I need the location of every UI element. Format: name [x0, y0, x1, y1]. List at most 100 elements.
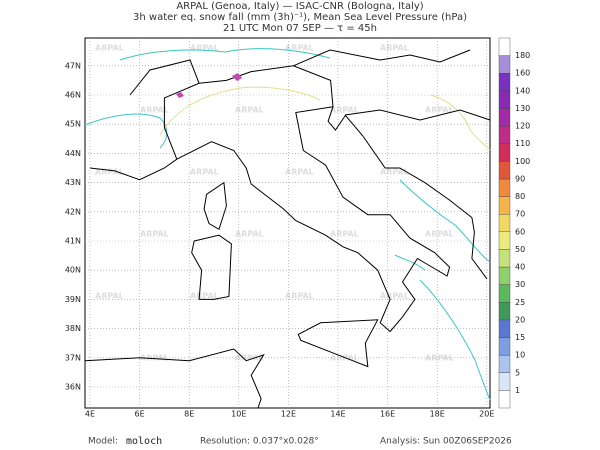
- title: ARPAL (Genoa, Italy) — ISAC-CNR (Bologna…: [176, 1, 423, 12]
- border-alps: [129, 49, 491, 160]
- watermark: ARPAL: [330, 230, 359, 239]
- colorbar-swatch: [498, 125, 511, 144]
- lat-label: 41N: [65, 237, 81, 246]
- graticule: 4E 6E 8E 10E 12E 14E 16E 18E 20E 36N 37N 38N 39N 40N 4…: [65, 38, 494, 419]
- colorbar-label: 40: [515, 263, 525, 272]
- isobar: [159, 86, 321, 136]
- watermark: ARPAL: [285, 292, 314, 301]
- colorbar-swatch: [498, 161, 511, 180]
- colorbar-swatch: [498, 231, 511, 250]
- lat-label: 42N: [65, 207, 81, 216]
- coastline-sicily: [297, 319, 379, 368]
- colorbar-label: 5: [515, 368, 520, 377]
- colorbar-label: 25: [515, 298, 525, 307]
- watermark: ARPAL: [190, 44, 219, 53]
- lat-label: 45N: [65, 120, 81, 129]
- footer-resolution: Resolution: 0.037°x0.028°: [200, 437, 319, 447]
- lon-label: 20E: [479, 410, 494, 419]
- colorbar-swatch: [498, 213, 511, 233]
- isobar: [419, 279, 491, 401]
- colorbar-label: 10: [515, 351, 525, 360]
- colorbar-label: 130: [515, 104, 530, 113]
- watermark: ARPAL: [380, 44, 409, 53]
- colorbar-label: 140: [515, 86, 530, 95]
- watermark: ARPAL: [140, 230, 169, 239]
- colorbar-label: 1: [515, 386, 520, 395]
- watermark: ARPAL: [285, 168, 314, 177]
- watermark: ARPAL: [380, 168, 409, 177]
- watermark: ARPAL: [380, 292, 409, 301]
- watermark: ARPAL: [235, 354, 264, 363]
- lon-label: 10E: [231, 410, 246, 419]
- watermark: ARPAL: [235, 230, 264, 239]
- colorbar-swatch: [498, 266, 511, 285]
- lat-label: 47N: [65, 61, 81, 70]
- lat-label: 40N: [65, 266, 81, 275]
- watermark: ARPAL: [330, 354, 359, 363]
- colorbar-label: 100: [515, 157, 530, 166]
- coastline-africa: [84, 348, 265, 409]
- colorbar-swatch: [498, 284, 511, 303]
- colorbar-swatch: [498, 196, 511, 215]
- watermark: ARPAL: [425, 106, 454, 115]
- colorbar-label: 60: [515, 227, 525, 236]
- colorbar-label: 80: [515, 192, 525, 201]
- coastline-france: [89, 158, 178, 181]
- watermarks: ARPAL ARPAL ARPAL ARPAL ARPAL ARPAL ARPAL ARPAL…: [95, 44, 454, 363]
- watermark: ARPAL: [285, 44, 314, 53]
- lon-label: 4E: [85, 410, 95, 419]
- lat-label: 37N: [65, 353, 81, 362]
- watermark: ARPAL: [235, 106, 264, 115]
- lon-label: 18E: [430, 410, 445, 419]
- lat-label: 39N: [65, 295, 81, 304]
- lat-label: 46N: [65, 91, 81, 100]
- lat-label: 38N: [65, 324, 81, 333]
- colorbar-swatch: [498, 372, 511, 391]
- colorbar-swatch: [498, 55, 511, 74]
- lon-label: 12E: [281, 410, 296, 419]
- lon-label: 8E: [184, 410, 194, 419]
- footer-model-label: Model:: [88, 437, 118, 447]
- colorbar-swatch: [498, 37, 511, 56]
- colorbar-swatch: [498, 319, 511, 338]
- lat-label: 43N: [65, 178, 81, 187]
- colorbar-swatch: [498, 302, 511, 321]
- footer-analysis: Analysis: Sun 00Z06SEP2026: [380, 437, 512, 447]
- colorbar-swatch: [498, 73, 511, 92]
- colorbar-label: 50: [515, 245, 525, 254]
- watermark: ARPAL: [425, 230, 454, 239]
- colorbar-label: 180: [515, 51, 530, 60]
- lat-label: 36N: [65, 383, 81, 392]
- colorbar-swatch: [498, 178, 511, 197]
- footer-model: moloch: [126, 436, 162, 447]
- coastline-balkans: [327, 106, 488, 280]
- watermark: ARPAL: [190, 168, 219, 177]
- isobar: [394, 254, 426, 271]
- subtitle: 3h water eq. snow fall (mm (3h)⁻¹), Mean…: [133, 12, 467, 23]
- colorbar-swatch: [498, 108, 511, 127]
- isobar: [399, 179, 491, 263]
- isobar: [84, 113, 168, 149]
- lon-label: 14E: [330, 410, 345, 419]
- lat-label: 44N: [65, 149, 81, 158]
- coastline-italy: [176, 106, 451, 333]
- colorbar-swatch: [498, 337, 511, 356]
- colorbar-label: 20: [515, 315, 525, 324]
- valid-time: 21 UTC Mon 07 SEP — τ = 45h: [223, 23, 377, 34]
- isobar: [119, 48, 331, 61]
- colorbar-swatch: [498, 143, 511, 162]
- watermark: ARPAL: [330, 106, 359, 115]
- coastline-sardinia: [191, 234, 232, 300]
- colorbar-label: 70: [515, 210, 525, 219]
- colorbar-swatch: [498, 249, 511, 268]
- map: ARPAL ARPAL ARPAL ARPAL ARPAL ARPAL ARPAL ARPAL…: [65, 37, 494, 419]
- colorbar: 1510152025304050607080901001101201301401…: [498, 37, 530, 409]
- colorbar-label: 110: [515, 139, 530, 148]
- watermark: ARPAL: [95, 292, 124, 301]
- watermark: ARPAL: [140, 106, 169, 115]
- colorbar-swatch: [498, 390, 511, 409]
- lon-label: 6E: [135, 410, 145, 419]
- colorbar-label: 30: [515, 280, 525, 289]
